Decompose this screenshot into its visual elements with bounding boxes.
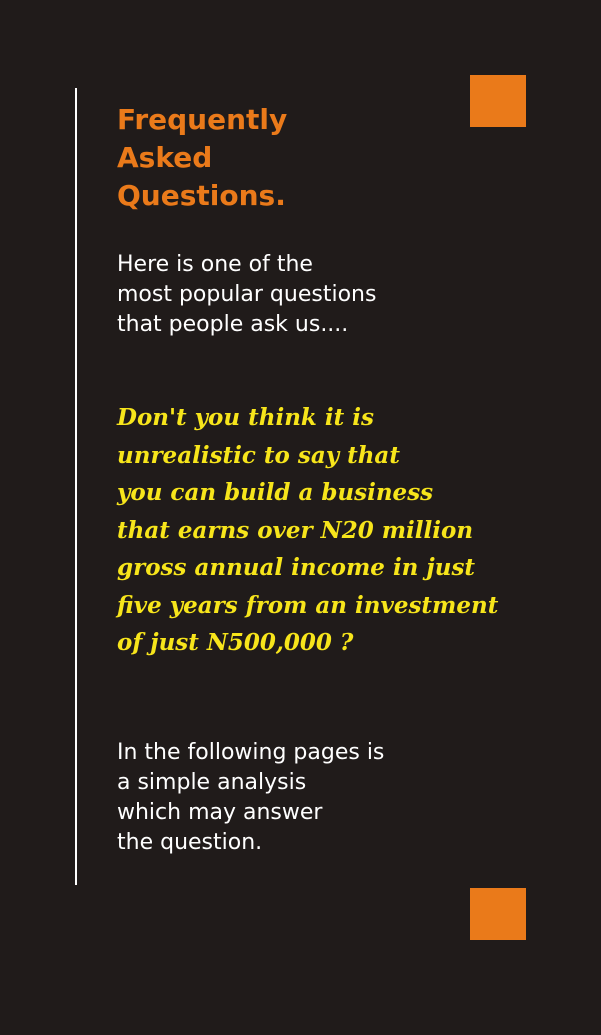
title-line: Frequently: [117, 103, 288, 136]
intro-text: Here is one of the most popular question…: [117, 250, 376, 340]
outro-line: a simple analysis: [117, 770, 307, 795]
outro-line: In the following pages is: [117, 740, 385, 765]
orange-square-top: [470, 75, 526, 127]
title-line: Questions.: [117, 179, 286, 212]
outro-line: which may answer: [117, 800, 323, 825]
featured-question: Don't you think it is unrealistic to say…: [117, 399, 498, 662]
question-line: of just N500,000 ?: [117, 629, 354, 656]
page-title: Frequently Asked Questions.: [117, 101, 287, 215]
orange-square-bottom: [470, 888, 526, 940]
vertical-divider-line: [75, 88, 77, 885]
question-line: five years from an investment: [117, 591, 499, 619]
intro-line: most popular questions: [117, 282, 377, 307]
outro-line: the question.: [117, 830, 263, 855]
title-line: Asked: [117, 141, 213, 174]
question-line: Don't you think it is: [117, 404, 374, 431]
question-line: unrealistic to say that: [117, 441, 400, 469]
question-line: gross annual income in just: [117, 554, 476, 581]
question-line: you can build a business: [117, 479, 434, 506]
intro-line: Here is one of the: [117, 252, 313, 277]
question-line: that earns over N20 million: [117, 516, 474, 544]
intro-line: that people ask us....: [117, 312, 349, 337]
outro-text: In the following pages is a simple analy…: [117, 738, 384, 858]
